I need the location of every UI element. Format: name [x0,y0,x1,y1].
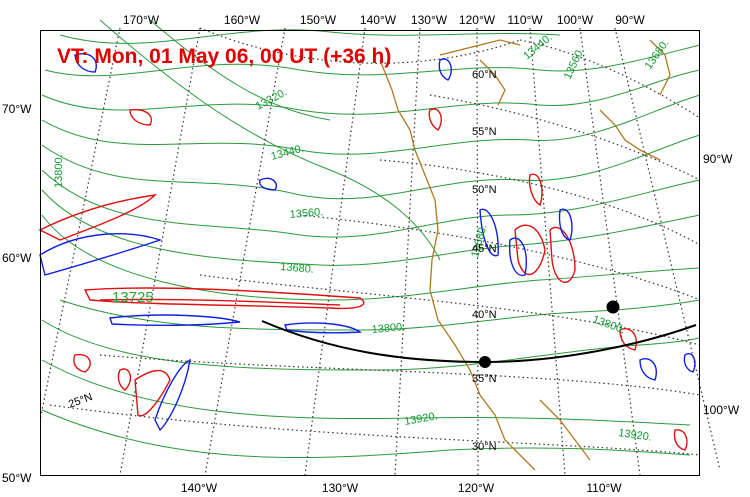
lon-label: 140°W [181,481,218,495]
contour-label: 13920. [403,410,438,428]
lon-label: 170°W [123,13,160,27]
contour-label: 13920. [618,427,653,444]
bottom-longitude-labels: 140°W 130°W 120°W 110°W [181,481,622,495]
contour-label: 13440. [521,31,554,62]
lon-label: 120°W [459,13,496,27]
red-contours [38,108,688,451]
contour-label: 13800. [591,314,627,337]
contour-label: 13560. [562,46,587,82]
lon-label: 150°W [300,13,337,27]
contour-label: 13320. [254,86,289,112]
lon-label: 110°W [586,481,622,495]
coastline [379,39,671,471]
valid-time-title: VT: Mon, 01 May 06, 00 UT (+36 h) [57,45,391,68]
edge-label: 50°W [2,471,32,485]
edge-label: 90°W [703,152,733,166]
storm-track [261,300,697,368]
contour-label: 13680. [280,261,315,276]
edge-label: 60°W [2,251,32,265]
track-point-marker [606,300,620,314]
lon-label: 130°W [411,13,448,27]
edge-label: 100°W [703,403,740,417]
lon-label: 160°W [224,13,261,27]
lon-label: 130°W [322,481,359,495]
contour-label: 13800. [371,321,406,336]
lat-label: 35°N [472,373,497,385]
right-labels: 90°W 100°W [703,152,740,417]
lat-label: 30°N [472,441,497,453]
lat-label: 50°N [472,184,497,196]
map-frame [40,30,700,476]
lat-label: 25°N [67,391,94,411]
latitude-labels: 60°N 55°N 50°N 45°N 40°N 35°N 30°N 25°N [67,69,497,453]
lat-label: 45°N [472,243,497,255]
high-label: 13725 [112,289,154,306]
lon-label: 120°W [458,481,495,495]
contour-label: 13560. [289,206,324,221]
edge-label: 70°W [2,102,32,116]
blue-contours [39,53,696,432]
lon-label: 110°W [507,13,543,27]
contour-label: 13800. [53,154,65,188]
contour-labels: 13320. 13440. 13560. 13680. 13800. 13920… [53,31,672,443]
graticule [39,27,721,476]
lon-label: 140°W [360,13,397,27]
left-labels: 70°W 60°W 50°W [2,102,32,485]
top-longitude-labels: 170°W 160°W 150°W 140°W 130°W 120°W 110°… [123,13,645,27]
height-contours [41,19,701,459]
track-point-marker [479,356,491,368]
lon-label: 90°W [615,13,645,27]
lat-label: 60°N [472,69,497,81]
lat-label: 40°N [472,309,497,321]
lon-label: 100°W [557,13,594,27]
lat-label: 55°N [472,126,497,138]
